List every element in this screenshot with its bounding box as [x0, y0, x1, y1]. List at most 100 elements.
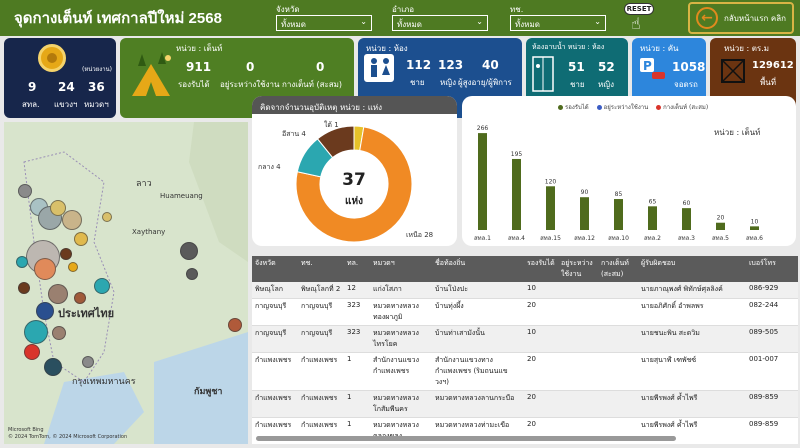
table-row[interactable]: พิษณุโลก พิษณุโลกที่ 2 12 แก่งโสภา บ้านโป่งป… [252, 282, 798, 299]
kpi-units-card: (หน่วยงาน) 9 สทล. 24 แขวงฯ 36 หมวดฯ [4, 38, 116, 118]
map-bubble[interactable] [48, 284, 68, 304]
area-label: พื้นที่ [760, 78, 777, 87]
reset-button[interactable]: RESET [624, 3, 654, 15]
bubble-map[interactable]: ลาว Huameuang Xaythany ประเทศไทย กรุงเทพ… [4, 122, 248, 444]
map-bubble[interactable] [186, 268, 198, 280]
col-header-local-name[interactable]: ชื่อท้องถิ่น [432, 256, 524, 282]
rooms-disabled-value: 40 [482, 58, 499, 72]
table-cell [598, 298, 638, 326]
office-filter[interactable]: ทช. ทั้งหมด ⌄ [510, 3, 606, 31]
col-header-road[interactable]: ทล. [344, 256, 370, 282]
table-row[interactable]: กาญจนบุรี กาญจนบุรี 323 หมวดทางหลวงไทรโยค บ้… [252, 325, 798, 353]
map-bubble[interactable] [36, 302, 54, 320]
table-cell: กาญจนบุรี [298, 325, 344, 353]
donut-center-value: 37 [342, 170, 366, 190]
donut-slice[interactable] [295, 126, 413, 243]
table-cell: 20 [524, 298, 558, 326]
bar[interactable] [648, 206, 657, 230]
parking-value: 1058 [672, 60, 706, 74]
map-bubble[interactable] [52, 326, 66, 340]
rooms-female-label: หญิง [440, 78, 456, 87]
district-filter[interactable]: อำเภอ ทั้งหมด ⌄ [392, 3, 488, 31]
bar[interactable] [750, 226, 759, 230]
units-count-1: 9 [28, 80, 37, 94]
province-filter-label: จังหวัด [276, 5, 300, 14]
map-bubble[interactable] [24, 344, 40, 360]
map-bubble[interactable] [74, 292, 86, 304]
map-bubble[interactable] [16, 256, 28, 268]
map-bubble[interactable] [74, 232, 88, 246]
bar[interactable] [580, 197, 589, 230]
map-label-bangkok: กรุงเทพมหานคร [72, 377, 136, 387]
map-bubble[interactable] [34, 258, 56, 280]
district-select[interactable]: ทั้งหมด ⌄ [392, 15, 488, 31]
map-bubble[interactable] [102, 212, 112, 222]
map-bubble[interactable] [18, 184, 32, 198]
bar-value-label: 65 [649, 198, 657, 205]
map-bubble[interactable] [68, 262, 78, 272]
shower-icon [532, 56, 554, 92]
table-cell: บ้านท่าเสามังนั้น [432, 325, 524, 353]
table-cell [598, 282, 638, 299]
bar-value-label: 60 [683, 200, 691, 207]
table-cell: 089-505 [746, 325, 798, 353]
table-header-row: จังหวัด ทช. ทล. หมวดฯ ชื่อท้องถิ่น รองรั… [252, 256, 798, 282]
col-header-unit[interactable]: หมวดฯ [370, 256, 432, 282]
bar-svg: 266 สทล.1 195 สทล.4 120 สทล.15 90 สทล.12 85 สทล.1… [474, 125, 763, 242]
back-home-button[interactable]: ← กลับหน้าแรก คลิก [688, 2, 794, 34]
bar[interactable] [478, 133, 487, 230]
col-header-in-use[interactable]: อยู่ระหว่างใช้งาน [558, 256, 598, 282]
table-row[interactable]: กำแพงเพชร กำแพงเพชร 1 หมวดทางหลวงโกสัมพีนคร… [252, 390, 798, 418]
legend-dot [596, 105, 602, 110]
area-value: 129612 [752, 60, 794, 71]
legend-label-capacity: รองรับได้ [565, 104, 589, 111]
col-header-province[interactable]: จังหวัด [252, 256, 298, 282]
table-cell: กำแพงเพชร [298, 390, 344, 418]
tents-capacity-value: 911 [186, 60, 212, 74]
map-bubble[interactable] [44, 358, 62, 376]
donut-label-north: เหนือ 28 [406, 231, 434, 239]
tents-capacity-label: รองรับได้ [178, 80, 210, 89]
province-select-value: ทั้งหมด [281, 20, 306, 29]
campsite-table[interactable]: จังหวัด ทช. ทล. หมวดฯ ชื่อท้องถิ่น รองรั… [252, 256, 798, 444]
bar[interactable] [512, 158, 521, 230]
map-bubble[interactable] [180, 242, 198, 260]
map-bubble[interactable] [18, 282, 30, 294]
table-horizontal-scrollbar[interactable] [256, 436, 676, 441]
map-bubble[interactable] [82, 356, 94, 368]
bar[interactable] [614, 199, 623, 230]
bar[interactable] [546, 186, 555, 230]
map-bubble[interactable] [60, 248, 72, 260]
map-bubble[interactable] [94, 278, 110, 294]
table-cell: บ้านทุ่งผึ้ง [432, 298, 524, 326]
bar-value-label: 90 [581, 189, 589, 196]
district-filter-label: อำเภอ [392, 5, 415, 14]
map-bubble[interactable] [50, 200, 66, 216]
area-unit-label: หน่วย : ตร.ม [724, 44, 770, 53]
province-filter[interactable]: จังหวัด ทั้งหมด ⌄ [276, 3, 372, 31]
map-bubble[interactable] [62, 210, 82, 230]
col-header-office[interactable]: ทช. [298, 256, 344, 282]
col-header-responsible[interactable]: ผู้รับผิดชอบ [638, 256, 746, 282]
col-header-cumulative[interactable]: กางเต็นท์ (สะสม) [598, 256, 638, 282]
bar-value-label: 120 [545, 178, 557, 185]
col-header-phone[interactable]: เบอร์โทร [746, 256, 798, 282]
office-select-value: ทั้งหมด [515, 20, 540, 29]
table-cell [558, 282, 598, 299]
province-select[interactable]: ทั้งหมด ⌄ [276, 15, 372, 31]
donut-slice[interactable] [316, 125, 355, 159]
map-bubble[interactable] [24, 320, 48, 344]
map-bubble[interactable] [228, 318, 242, 332]
office-select[interactable]: ทั้งหมด ⌄ [510, 15, 606, 31]
table-row[interactable]: กาญจนบุรี กาญจนบุรี 323 หมวดทางหลวงทองผาภูม… [252, 298, 798, 326]
bar[interactable] [716, 222, 725, 230]
units-label-1: สทล. [22, 100, 40, 109]
table-cell: พิษณุโลก [252, 282, 298, 299]
donut-label-south: ใต้ 1 [324, 121, 339, 129]
table-cell [558, 390, 598, 418]
table-cell: นายภาณุพงศ์ พิทักษ์ศุลลิงค์ [638, 282, 746, 299]
col-header-capacity[interactable]: รองรับได้ [524, 256, 558, 282]
table-row[interactable]: กำแพงเพชร กำแพงเพชร 1 สำนักงานแขวงกำแพงเพชร… [252, 352, 798, 391]
table-cell: พิษณุโลกที่ 2 [298, 282, 344, 299]
bar[interactable] [682, 208, 691, 230]
